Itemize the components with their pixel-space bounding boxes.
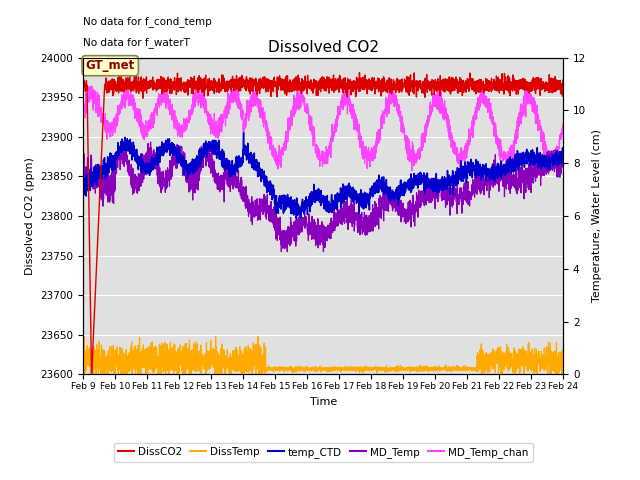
Title: Dissolved CO2: Dissolved CO2 bbox=[268, 40, 379, 55]
Y-axis label: Temperature, Water Level (cm): Temperature, Water Level (cm) bbox=[592, 130, 602, 302]
X-axis label: Time: Time bbox=[310, 396, 337, 407]
Y-axis label: Dissolved CO2 (ppm): Dissolved CO2 (ppm) bbox=[25, 157, 35, 275]
Legend: DissCO2, DissTemp, temp_CTD, MD_Temp, MD_Temp_chan: DissCO2, DissTemp, temp_CTD, MD_Temp, MD… bbox=[114, 443, 532, 462]
Text: No data for f_waterT: No data for f_waterT bbox=[83, 37, 190, 48]
Text: No data for f_cond_temp: No data for f_cond_temp bbox=[83, 16, 212, 27]
Text: GT_met: GT_met bbox=[86, 59, 135, 72]
